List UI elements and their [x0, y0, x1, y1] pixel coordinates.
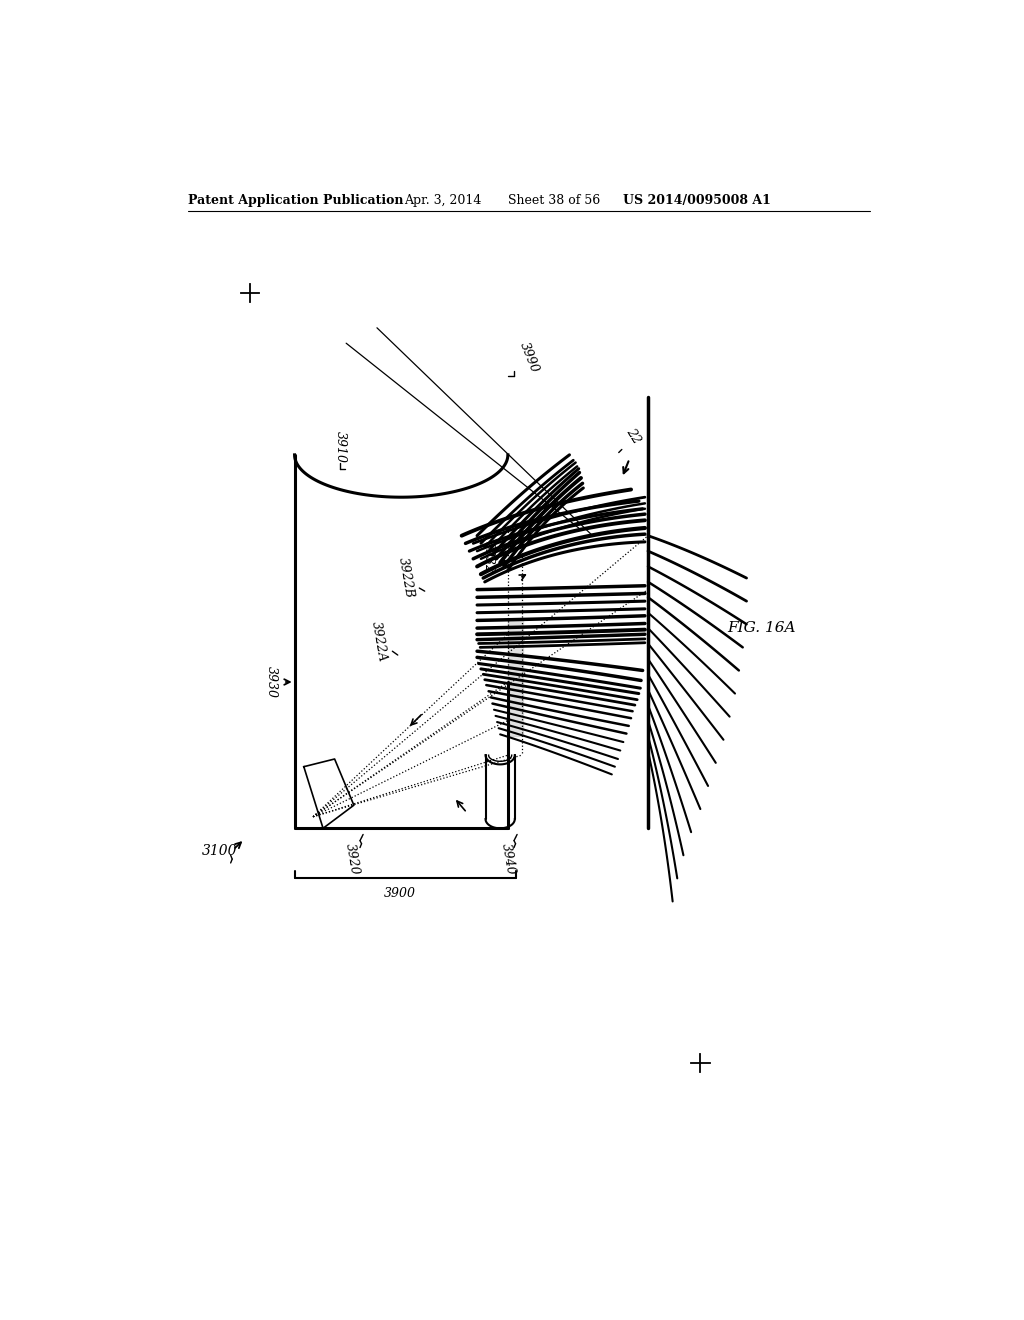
Text: Sheet 38 of 56: Sheet 38 of 56: [508, 194, 600, 207]
Text: FIG. 16A: FIG. 16A: [728, 622, 797, 635]
Polygon shape: [508, 620, 523, 737]
Text: 3922B: 3922B: [396, 557, 416, 599]
Text: US 2014/0095008 A1: US 2014/0095008 A1: [624, 194, 771, 207]
Text: 3932: 3932: [482, 541, 496, 573]
Text: 3940: 3940: [499, 842, 517, 876]
Text: Patent Application Publication: Patent Application Publication: [188, 194, 403, 207]
Text: 3100: 3100: [202, 845, 237, 858]
Text: 3910: 3910: [334, 432, 346, 463]
Text: Apr. 3, 2014: Apr. 3, 2014: [403, 194, 481, 207]
Text: 3930: 3930: [265, 667, 278, 698]
Text: 22: 22: [624, 425, 643, 446]
Text: 3922A: 3922A: [369, 620, 388, 663]
Text: 3900: 3900: [384, 887, 416, 900]
Text: 3920: 3920: [343, 842, 361, 876]
Text: 3990: 3990: [517, 339, 541, 375]
